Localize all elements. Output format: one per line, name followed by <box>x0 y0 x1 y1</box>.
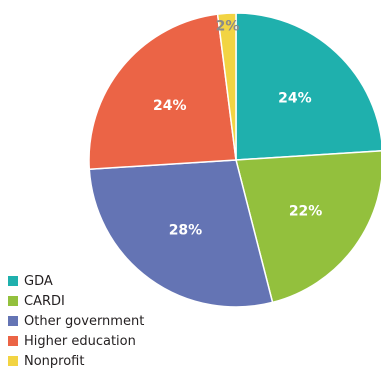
legend-item-higher-education: Higher education <box>8 331 144 351</box>
pie-value-label-gda: 24% <box>278 90 312 106</box>
pie-slice-gda <box>235 12 381 161</box>
legend-item-other-government: Other government <box>8 311 144 331</box>
legend-swatch-gda <box>8 276 18 286</box>
legend-label-cardi: CARDI <box>24 293 65 309</box>
pie-slice-other-government <box>88 159 274 308</box>
pie-slice-higher-education <box>88 13 237 171</box>
legend: GDA CARDI Other government Higher educat… <box>8 271 144 371</box>
legend-label-nonprofit: Nonprofit <box>24 353 85 369</box>
pie-value-label-cardi: 22% <box>289 204 323 220</box>
pie-value-label-other-government: 28% <box>169 223 203 239</box>
legend-item-cardi: CARDI <box>8 291 144 311</box>
legend-swatch-other-government <box>8 316 18 326</box>
pie-value-label-higher-education: 24% <box>153 98 187 114</box>
legend-swatch-higher-education <box>8 336 18 346</box>
pie-slices <box>88 12 381 308</box>
pie-value-label-nonprofit: 2% <box>216 18 240 34</box>
legend-item-gda: GDA <box>8 271 144 291</box>
legend-item-nonprofit: Nonprofit <box>8 351 144 371</box>
legend-label-other-government: Other government <box>24 313 145 329</box>
legend-label-gda: GDA <box>24 273 53 289</box>
pie-slice-cardi <box>235 150 381 304</box>
legend-swatch-nonprofit <box>8 356 18 366</box>
legend-label-higher-education: Higher education <box>24 333 136 349</box>
legend-swatch-cardi <box>8 296 18 306</box>
pie-value-labels: 24% 22% 28% 24% 2% <box>153 18 322 238</box>
pie-slice-nonprofit <box>216 12 237 161</box>
